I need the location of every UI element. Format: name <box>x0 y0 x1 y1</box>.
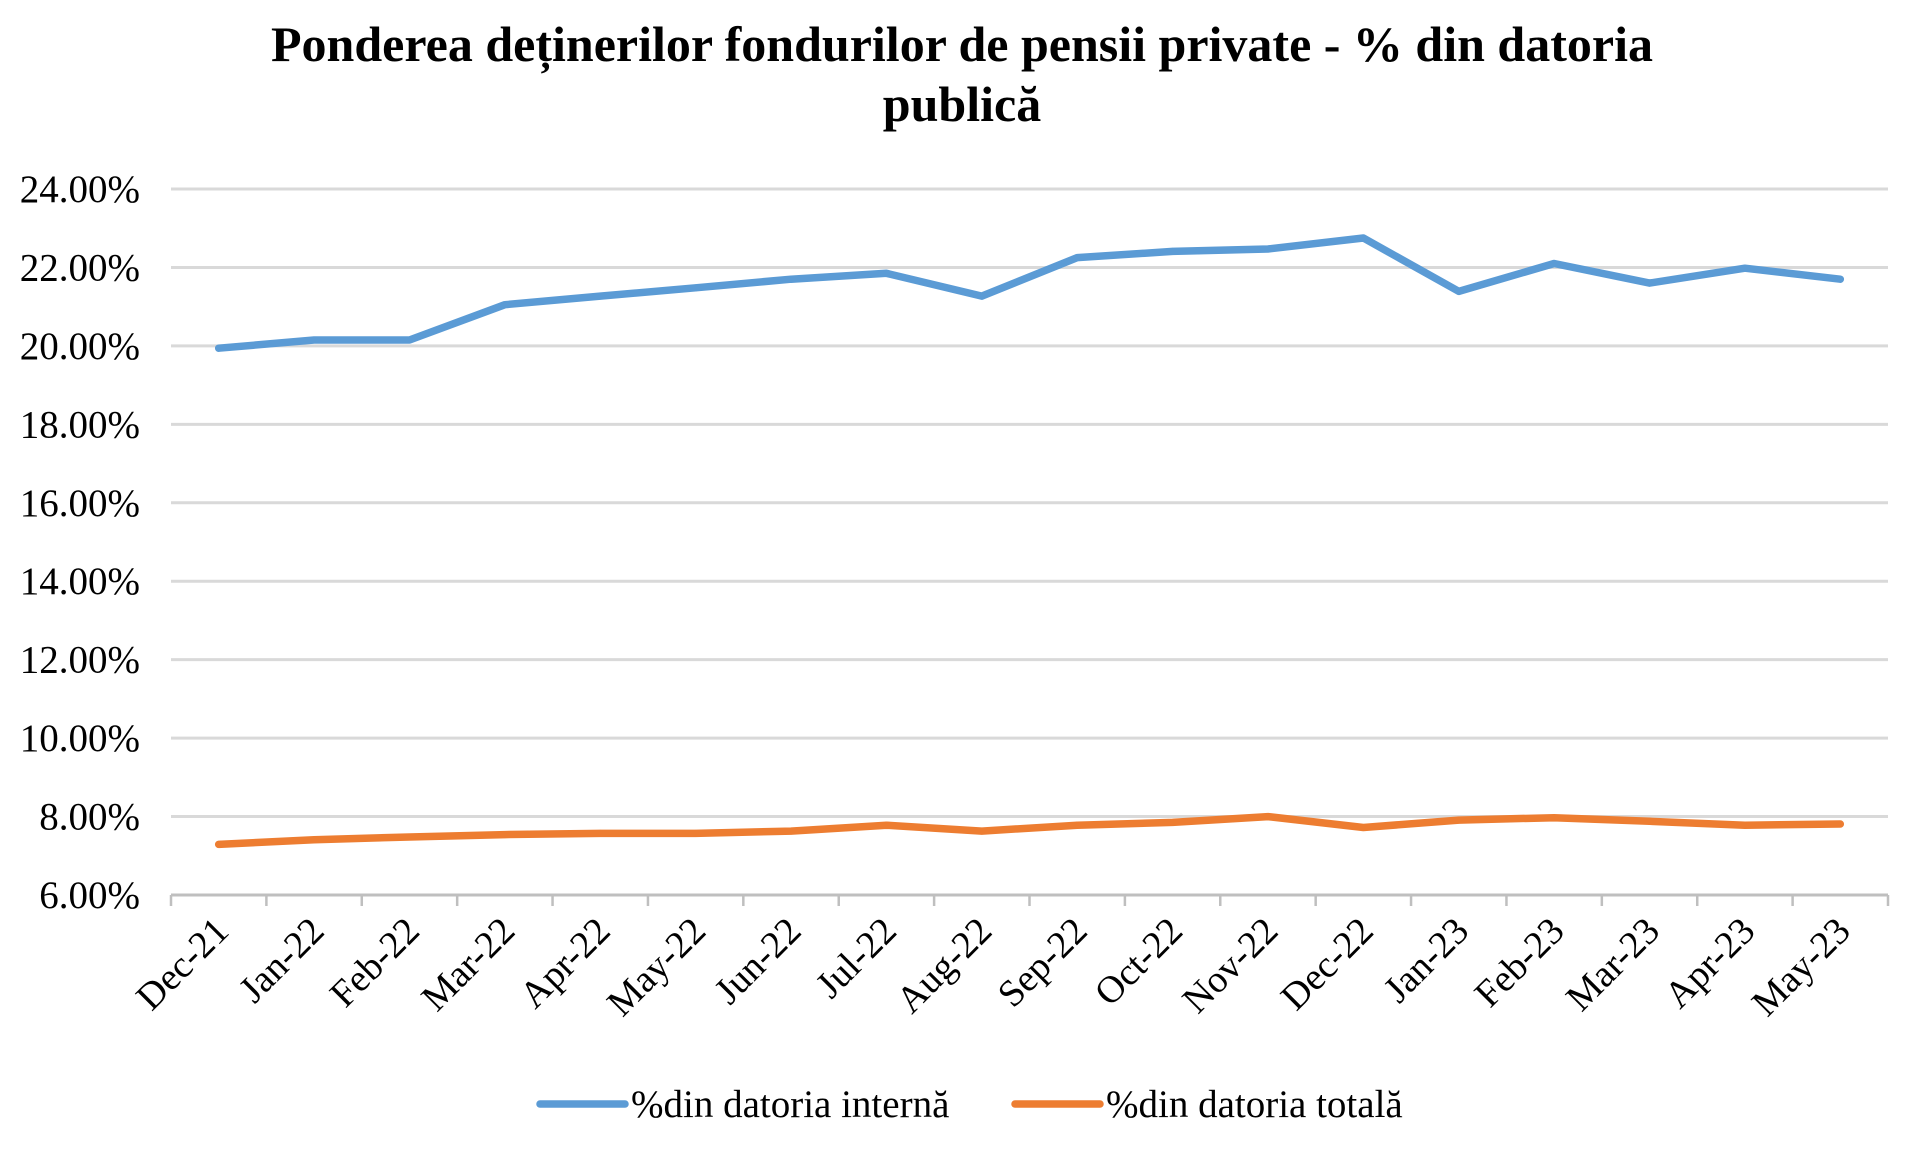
series-line-1 <box>214 234 1845 352</box>
y-tick-label: 22.00% <box>20 246 140 289</box>
y-tick-label: 18.00% <box>20 403 140 446</box>
legend-label-internal-debt: %din datoria internă <box>631 1083 949 1126</box>
x-tick-label: Jan-23 <box>1376 910 1477 1011</box>
gridlines <box>171 187 1888 819</box>
x-tick-label: Aug-22 <box>888 910 1000 1022</box>
x-tick-label: Apr-23 <box>1657 910 1764 1017</box>
x-tick-label: May-22 <box>599 910 714 1025</box>
x-axis-labels: Dec-21Jan-22Feb-22Mar-22Apr-22May-22Jun-… <box>128 910 1858 1025</box>
x-tick-label: Jan-22 <box>231 910 332 1011</box>
x-tick-label: Nov-22 <box>1175 910 1287 1022</box>
y-tick-label: 10.00% <box>20 717 140 760</box>
series-lines <box>214 234 1845 849</box>
x-tick-label: Feb-23 <box>1467 910 1573 1016</box>
y-tick-label: 16.00% <box>20 482 140 525</box>
series-line-2 <box>214 812 1845 849</box>
y-tick-label: 24.00% <box>20 168 140 211</box>
x-tick-label: Apr-22 <box>512 910 619 1017</box>
x-tick-label: Dec-21 <box>128 910 237 1019</box>
x-tick-label: Dec-22 <box>1273 910 1382 1019</box>
x-tick-label: Feb-22 <box>322 910 428 1016</box>
x-axis <box>169 893 1890 906</box>
chart-title: Ponderea deținerilor fondurilor de pensi… <box>271 16 1653 132</box>
legend-label-total-debt: %din datoria totală <box>1106 1083 1403 1126</box>
legend-item-internal-debt: %din datoria internă <box>536 1083 949 1126</box>
x-tick-label: Oct-22 <box>1087 910 1191 1014</box>
legend: %din datoria internă %din datoria totală <box>536 1083 1403 1126</box>
series-1 <box>214 234 1845 352</box>
x-tick-label: Sep-22 <box>990 910 1096 1016</box>
chart-title-line: Ponderea deținerilor fondurilor de pensi… <box>271 16 1653 75</box>
y-tick-label: 12.00% <box>20 639 140 682</box>
legend-item-total-debt: %din datoria totală <box>1011 1083 1403 1126</box>
y-axis-labels: 6.00% 8.00% 10.00% 12.00% 14.00% 16.00% 18.00%… <box>20 168 140 917</box>
y-tick-label: 20.00% <box>20 325 140 368</box>
x-tick-label: Jun-22 <box>707 910 810 1013</box>
y-tick-label: 14.00% <box>20 560 140 603</box>
x-tick-label: May-23 <box>1744 910 1859 1025</box>
y-tick-label: 6.00% <box>39 874 140 917</box>
y-tick-label: 8.00% <box>39 796 140 839</box>
x-tick-label: Mar-23 <box>1558 910 1668 1020</box>
series-2 <box>214 812 1845 849</box>
chart-title-line: publică <box>883 76 1041 132</box>
x-tick-label: Mar-22 <box>413 910 523 1020</box>
